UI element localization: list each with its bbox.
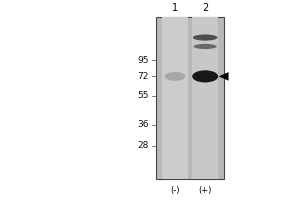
Bar: [192, 17, 218, 179]
Text: 28: 28: [137, 141, 148, 150]
Ellipse shape: [192, 70, 218, 82]
Polygon shape: [219, 72, 229, 81]
Ellipse shape: [194, 44, 217, 49]
Ellipse shape: [193, 34, 218, 41]
Text: (-): (-): [170, 186, 180, 195]
Text: 2: 2: [202, 3, 208, 13]
Bar: [156, 17, 224, 179]
Bar: [162, 17, 188, 179]
Ellipse shape: [165, 72, 185, 81]
Text: 55: 55: [137, 91, 148, 100]
Text: 1: 1: [172, 3, 178, 13]
Text: 36: 36: [137, 120, 148, 129]
Text: 72: 72: [137, 72, 148, 81]
Text: 95: 95: [137, 56, 148, 65]
Text: (+): (+): [199, 186, 212, 195]
